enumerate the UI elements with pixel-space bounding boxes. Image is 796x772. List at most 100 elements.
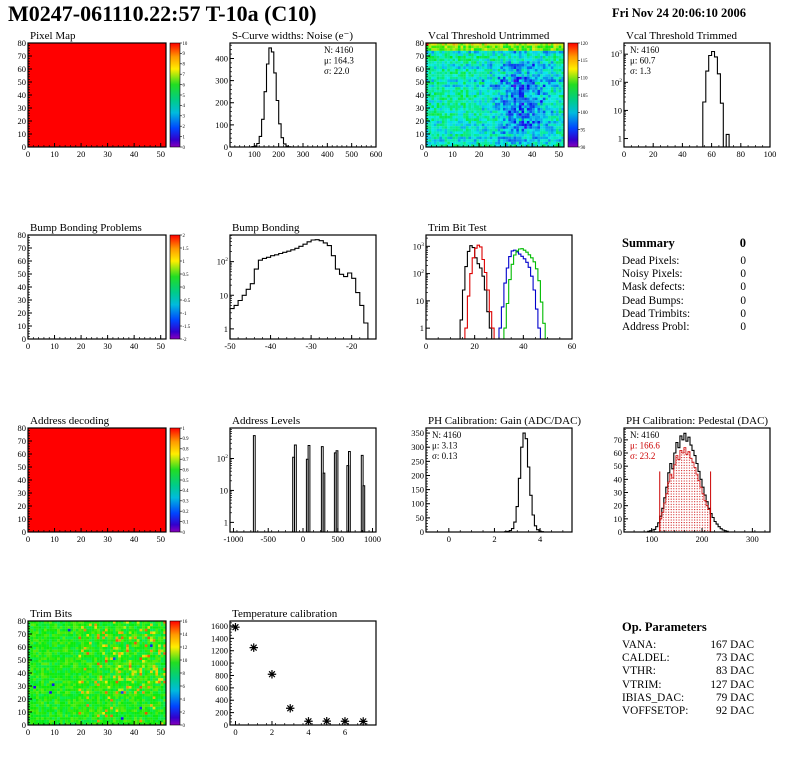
svg-text:300: 300: [297, 149, 310, 159]
svg-text:500: 500: [331, 534, 344, 544]
svg-text:60: 60: [18, 64, 27, 74]
svg-text:N: 4160: N: 4160: [324, 45, 354, 55]
svg-text:350: 350: [411, 428, 424, 438]
svg-text:0: 0: [228, 149, 232, 159]
svg-text:80: 80: [18, 38, 27, 48]
param-value: 79 DAC: [716, 691, 754, 704]
svg-text:4: 4: [183, 104, 186, 109]
plot-scurve-noise: S-Curve widths: Noise (e⁻) 0 100 200 300 400 5…: [206, 30, 402, 175]
plot-pixel-map: Pixel Map 0 10 20 30 40 50 0 10 20 30 40 50 60 70 80 10 9…: [4, 30, 200, 175]
summary-heading: Summary: [622, 236, 675, 250]
timestamp: Fri Nov 24 20:06:10 2006: [612, 6, 747, 20]
svg-text:Bump Bonding Problems: Bump Bonding Problems: [30, 222, 142, 234]
svg-text:0: 0: [420, 527, 424, 537]
svg-text:Address Levels: Address Levels: [232, 415, 300, 427]
svg-text:10: 10: [416, 296, 425, 306]
svg-text:10: 10: [18, 514, 27, 524]
svg-text:0: 0: [22, 142, 26, 152]
svg-text:80: 80: [737, 149, 746, 159]
svg-text:0: 0: [183, 146, 186, 151]
svg-text:20: 20: [77, 534, 86, 544]
svg-text:μ: 60.7: μ: 60.7: [630, 56, 656, 66]
svg-text:20: 20: [649, 149, 658, 159]
svg-text:100: 100: [248, 149, 261, 159]
svg-text:10: 10: [18, 321, 27, 331]
svg-text:0.2: 0.2: [183, 510, 190, 515]
svg-text:60: 60: [18, 449, 27, 459]
svg-text:20: 20: [416, 116, 425, 126]
svg-text:60: 60: [614, 448, 623, 458]
summary-panel: Summary 0 Dead Pixels: 0 Noisy Pixels: 0 Mas…: [622, 236, 746, 334]
svg-text:10: 10: [416, 129, 425, 139]
op-parameters-heading: Op. Parameters: [622, 620, 707, 634]
svg-text:30: 30: [18, 295, 27, 305]
param-row: CALDEL: 73 DAC: [622, 652, 754, 665]
svg-text:σ: 22.0: σ: 22.0: [324, 66, 350, 76]
svg-text:PH Calibration: Gain (ADC/DAC): PH Calibration: Gain (ADC/DAC): [428, 415, 581, 427]
svg-text:200: 200: [215, 98, 228, 108]
svg-text:50: 50: [156, 534, 165, 544]
svg-text:1: 1: [224, 324, 228, 334]
svg-text:Trim Bit Test: Trim Bit Test: [428, 222, 487, 234]
svg-text:10: 10: [50, 341, 59, 351]
svg-text:20: 20: [18, 308, 27, 318]
param-value: 0: [740, 321, 746, 334]
svg-text:10: 10: [183, 42, 188, 47]
svg-text:μ: 3.13: μ: 3.13: [432, 441, 458, 451]
param-row: Dead Pixels: 0: [622, 255, 746, 268]
param-row: Mask defects: 0: [622, 281, 746, 294]
svg-text:0: 0: [183, 286, 186, 291]
svg-text:Pixel Map: Pixel Map: [30, 30, 76, 42]
svg-text:1: 1: [618, 134, 622, 144]
svg-text:2: 2: [183, 125, 186, 130]
svg-text:40: 40: [18, 90, 27, 100]
svg-text:20: 20: [18, 116, 27, 126]
svg-text:10: 10: [50, 534, 59, 544]
svg-text:0: 0: [424, 341, 428, 351]
svg-text:0.5: 0.5: [183, 273, 190, 278]
param-row: VOFFSETOP: 92 DAC: [622, 705, 754, 718]
plot-ph-calibration-pedestal: PH Calibration: Pedestal (DAC) 100 200 300 0…: [600, 415, 796, 560]
svg-text:0: 0: [224, 142, 228, 152]
svg-text:40: 40: [519, 341, 528, 351]
svg-text:-20: -20: [346, 341, 357, 351]
svg-text:N: 4160: N: 4160: [630, 45, 660, 55]
svg-text:102: 102: [217, 257, 229, 267]
param-value: 0: [740, 281, 746, 294]
svg-text:10: 10: [50, 149, 59, 159]
svg-text:60: 60: [416, 64, 425, 74]
svg-text:0: 0: [26, 149, 30, 159]
svg-text:7: 7: [183, 73, 186, 78]
svg-text:40: 40: [130, 149, 139, 159]
param-label: Noisy Pixels:: [622, 268, 683, 281]
svg-text:20: 20: [470, 341, 479, 351]
svg-text:40: 40: [416, 90, 425, 100]
svg-text:0: 0: [618, 527, 622, 537]
svg-text:70: 70: [416, 51, 425, 61]
param-value: 0: [740, 255, 746, 267]
svg-text:0: 0: [22, 527, 26, 537]
svg-text:σ: 1.3: σ: 1.3: [630, 66, 651, 76]
op-parameters-rows: VANA: 167 DAC CALDEL: 73 DAC VTHR: 83 DAC VTRI…: [622, 639, 754, 718]
svg-text:50: 50: [554, 149, 563, 159]
svg-text:Vcal Threshold Untrimmed: Vcal Threshold Untrimmed: [428, 30, 550, 42]
plot-ph-calibration-gain: PH Calibration: Gain (ADC/DAC) 0 2 4 0 50 100 1…: [402, 415, 598, 560]
svg-text:0: 0: [22, 334, 26, 344]
svg-text:100: 100: [764, 149, 777, 159]
svg-text:1: 1: [183, 260, 186, 265]
svg-text:10: 10: [614, 514, 623, 524]
param-value: 83 DAC: [716, 665, 754, 678]
svg-text:30: 30: [103, 341, 112, 351]
svg-text:0.8: 0.8: [183, 448, 190, 453]
svg-text:80: 80: [416, 38, 425, 48]
param-value: 127 DAC: [710, 678, 754, 691]
svg-text:70: 70: [614, 435, 623, 445]
svg-text:70: 70: [18, 243, 27, 253]
plot-address-levels: Address Levels -1000 -500 0 500 1000 1 10 102: [206, 415, 402, 560]
svg-text:40: 40: [130, 534, 139, 544]
param-value: 0: [740, 307, 746, 320]
svg-text:50: 50: [18, 269, 27, 279]
svg-text:0: 0: [183, 531, 186, 536]
svg-text:50: 50: [416, 77, 425, 87]
